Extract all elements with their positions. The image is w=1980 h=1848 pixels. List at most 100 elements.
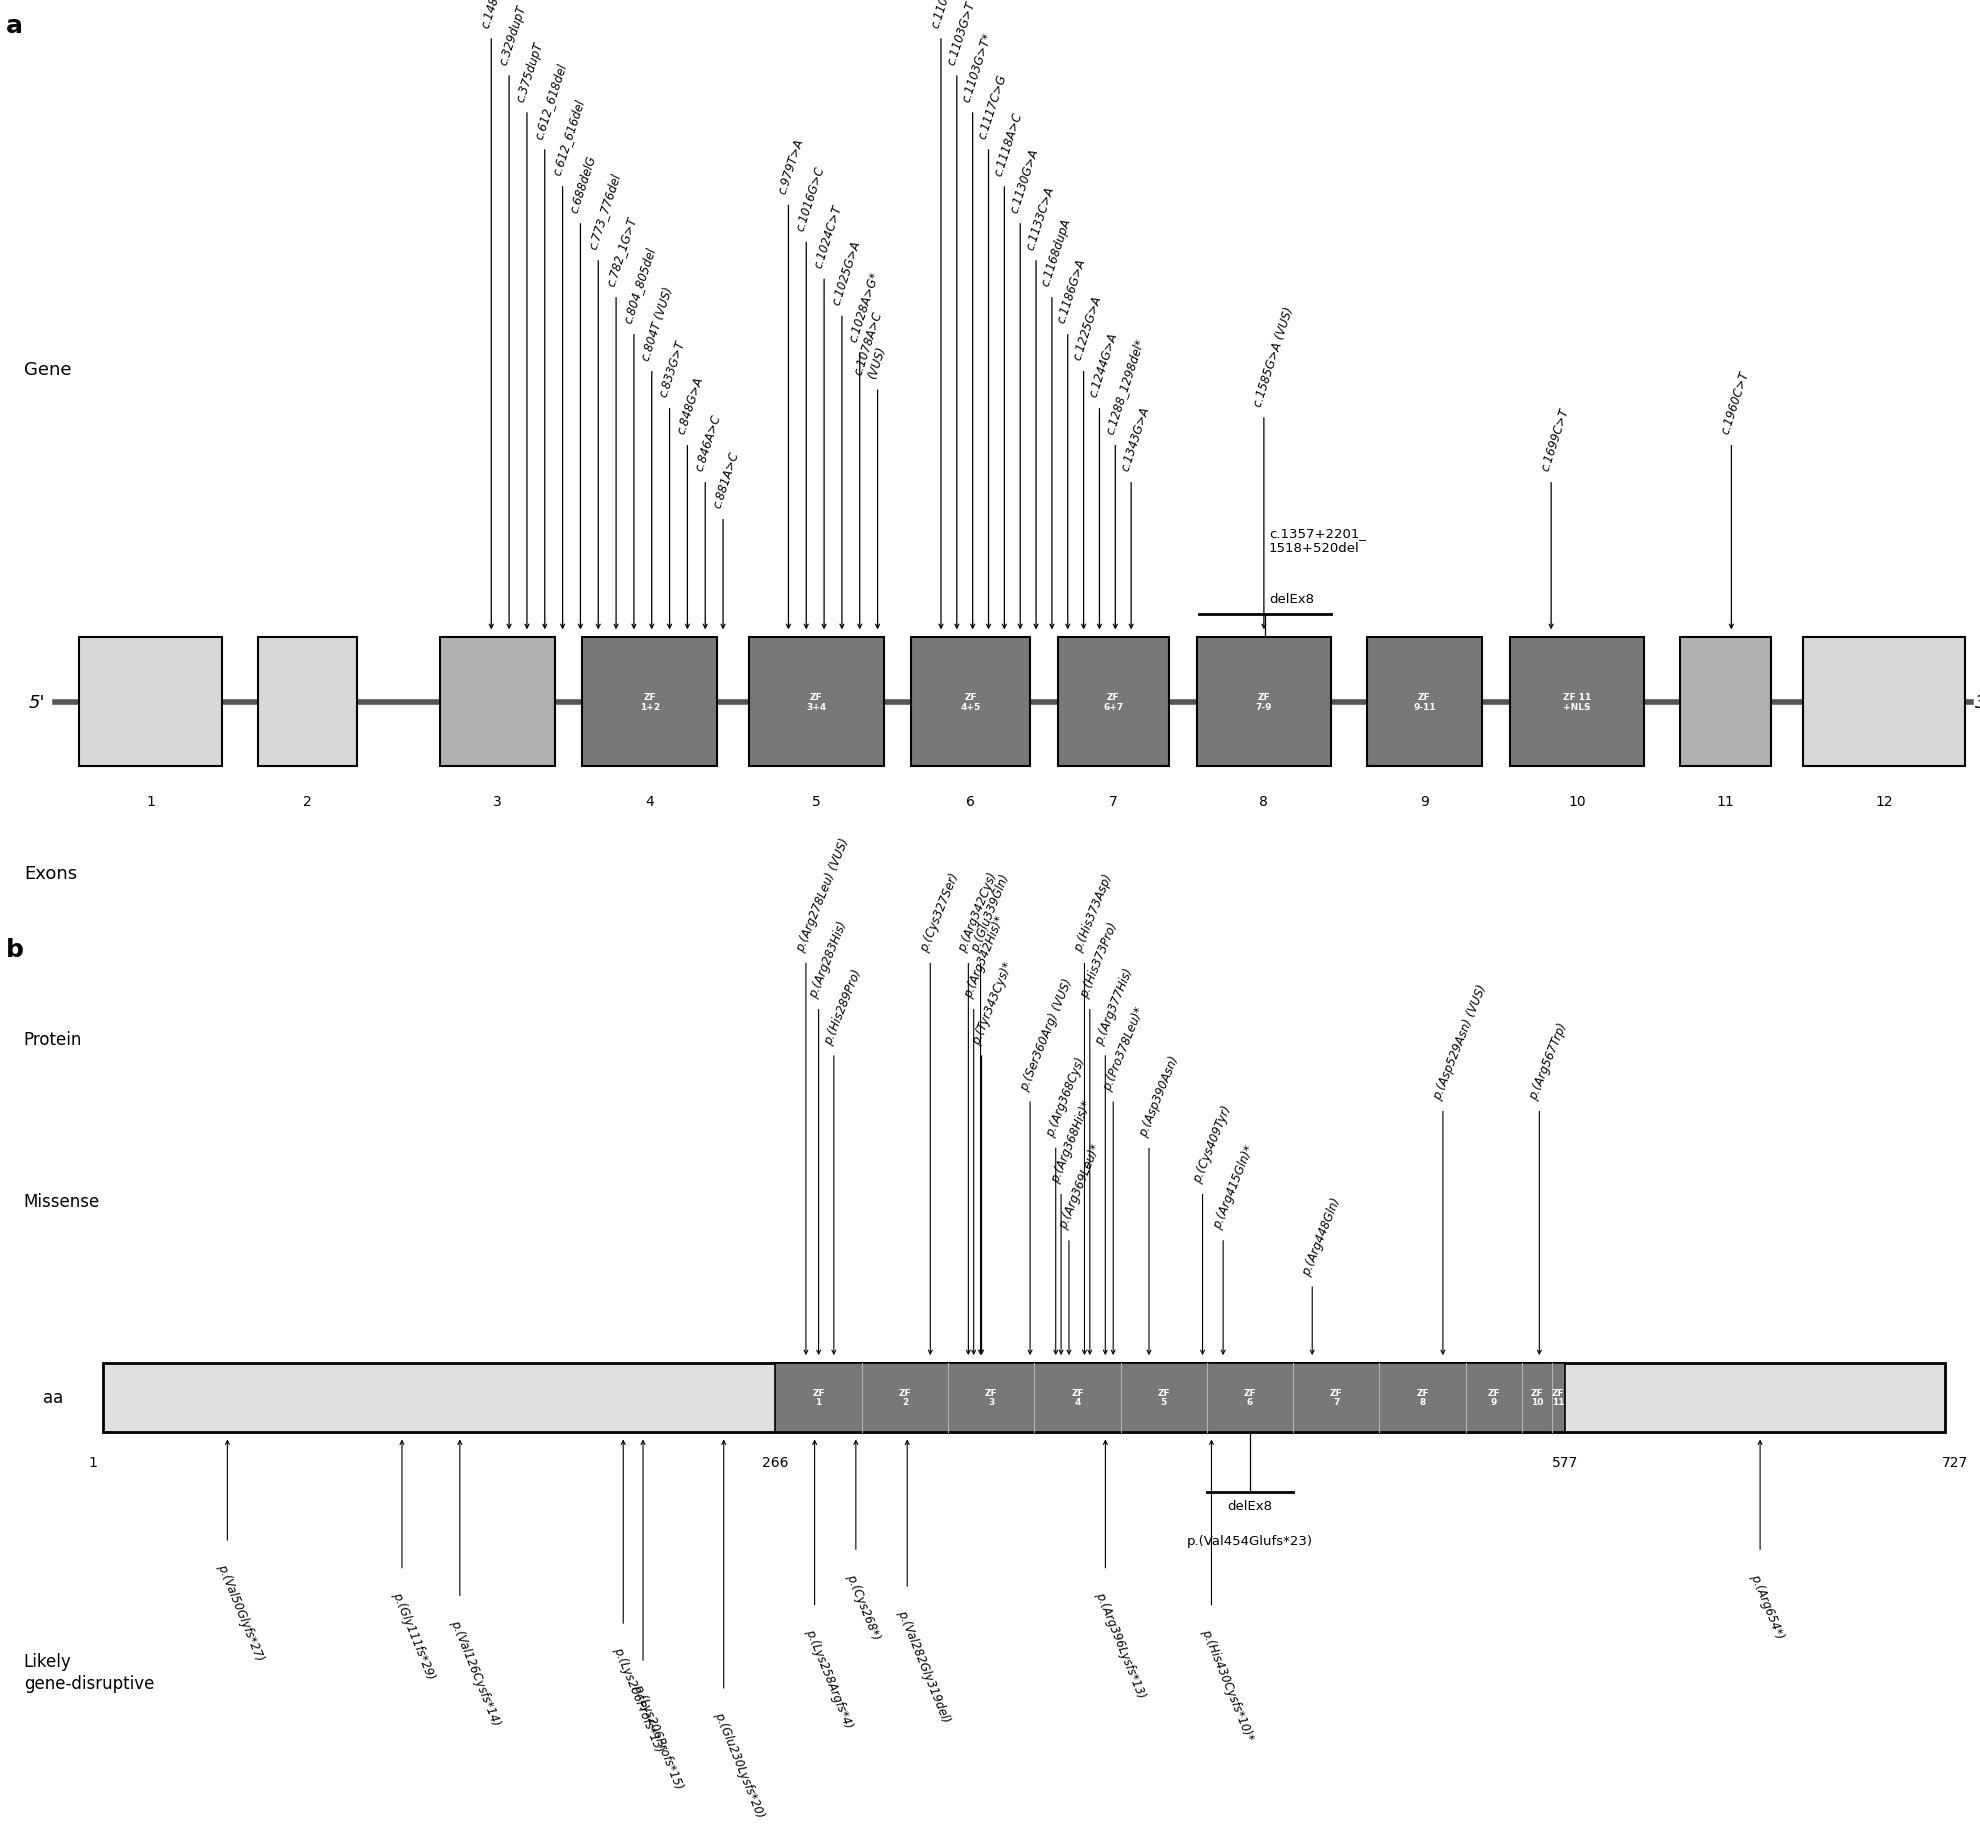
Text: ZF
9: ZF 9 <box>1487 1388 1499 1406</box>
Text: c.1288_1298del*: c.1288_1298del* <box>1103 336 1146 436</box>
Text: c.1244G>A: c.1244G>A <box>1087 331 1119 399</box>
Text: delEx8: delEx8 <box>1228 1501 1271 1514</box>
Text: c.1025G>A: c.1025G>A <box>830 238 861 307</box>
Text: 5: 5 <box>812 795 820 809</box>
Text: ZF
8: ZF 8 <box>1416 1388 1428 1406</box>
Bar <box>103 1364 1944 1432</box>
Text: ZF
1+2: ZF 1+2 <box>640 693 659 711</box>
Text: c.1133C>A: c.1133C>A <box>1024 185 1055 251</box>
Text: c.1102C>T: c.1102C>T <box>929 0 960 30</box>
Text: c.979T>A: c.979T>A <box>776 137 806 196</box>
Text: p.(Ser360Arg) (VUS): p.(Ser360Arg) (VUS) <box>1018 976 1075 1092</box>
Text: c.612_618del: c.612_618del <box>533 61 568 140</box>
Text: ZF
11: ZF 11 <box>1550 1388 1564 1406</box>
Text: 12: 12 <box>1875 795 1891 809</box>
Text: ZF
7: ZF 7 <box>1329 1388 1342 1406</box>
Text: p.(Asp390Asn): p.(Asp390Asn) <box>1137 1053 1180 1138</box>
Text: c.804_805del: c.804_805del <box>622 246 657 325</box>
Text: c.804T (VUS): c.804T (VUS) <box>640 285 675 362</box>
Text: p.(Tyr343Cys)*: p.(Tyr343Cys)* <box>968 959 1014 1046</box>
Text: p.(Arg369Leu)*: p.(Arg369Leu)* <box>1057 1142 1103 1231</box>
Text: p.(His289Pro): p.(His289Pro) <box>822 967 863 1046</box>
Text: p.(Val126Cysfs*14): p.(Val126Cysfs*14) <box>447 1617 503 1726</box>
Text: c.329dupT: c.329dupT <box>497 4 529 67</box>
Text: p.(Glu339Gln): p.(Glu339Gln) <box>968 872 1012 954</box>
Text: p.(Lys206Profs*13): p.(Lys206Profs*13) <box>612 1645 665 1754</box>
Text: p.(Arg368Cys): p.(Arg368Cys) <box>1043 1055 1087 1138</box>
Text: ZF
3+4: ZF 3+4 <box>806 693 826 711</box>
Text: 10: 10 <box>1568 795 1584 809</box>
Text: 1: 1 <box>89 1456 97 1469</box>
Text: p.(Arg415Gln)*: p.(Arg415Gln)* <box>1210 1144 1255 1231</box>
Text: c.1028A>G*: c.1028A>G* <box>847 270 881 344</box>
Text: p.(Pro378Leu)*: p.(Pro378Leu)* <box>1101 1005 1146 1092</box>
Text: p.(His430Cysfs*10)*: p.(His430Cysfs*10)* <box>1198 1626 1255 1743</box>
Bar <box>1679 638 1770 767</box>
Text: 11: 11 <box>1717 795 1732 809</box>
Text: c.1343G>A: c.1343G>A <box>1119 405 1150 473</box>
Text: p.(Asp529Asn) (VUS): p.(Asp529Asn) (VUS) <box>1430 981 1489 1101</box>
Bar <box>911 638 1030 767</box>
Bar <box>1366 638 1481 767</box>
Text: delEx8: delEx8 <box>1269 591 1313 606</box>
Text: aa: aa <box>44 1388 63 1406</box>
Text: 7: 7 <box>1109 795 1117 809</box>
Text: 8: 8 <box>1259 795 1267 809</box>
Bar <box>774 1364 1564 1432</box>
Text: c.1103G>T*: c.1103G>T* <box>960 31 994 103</box>
Bar <box>1057 638 1168 767</box>
Text: 1: 1 <box>147 795 154 809</box>
Text: 2: 2 <box>303 795 311 809</box>
Text: c.1016G>C: c.1016G>C <box>794 164 828 233</box>
Text: c.1357+2201_
1518+520del: c.1357+2201_ 1518+520del <box>1269 527 1364 554</box>
Text: c.1225G>A: c.1225G>A <box>1071 294 1103 362</box>
Text: ZF
6+7: ZF 6+7 <box>1103 693 1123 711</box>
Bar <box>79 638 222 767</box>
Bar <box>1196 638 1331 767</box>
Text: c.1118A>C: c.1118A>C <box>992 111 1024 177</box>
Text: ZF 11
+NLS: ZF 11 +NLS <box>1562 693 1590 711</box>
Text: c.782_1G>T: c.782_1G>T <box>604 216 638 288</box>
Text: 4: 4 <box>645 795 653 809</box>
Text: c.1168dupA: c.1168dupA <box>1040 216 1073 288</box>
Text: c.375dupT: c.375dupT <box>515 41 546 103</box>
Text: a: a <box>6 15 24 37</box>
Text: c.1186G>A: c.1186G>A <box>1055 257 1087 325</box>
Text: c.773_776del: c.773_776del <box>586 172 622 251</box>
Text: ZF
2: ZF 2 <box>899 1388 911 1406</box>
Bar <box>257 638 356 767</box>
Text: p.(Glu230Lysfs*20): p.(Glu230Lysfs*20) <box>711 1709 766 1818</box>
Text: ZF
9-11: ZF 9-11 <box>1412 693 1436 711</box>
Text: c.148dupG: c.148dupG <box>479 0 511 30</box>
Text: p.(Cys409Tyr): p.(Cys409Tyr) <box>1190 1103 1234 1185</box>
Text: p.(His373Pro): p.(His373Pro) <box>1077 920 1119 1000</box>
Text: c.848G>A: c.848G>A <box>675 375 705 436</box>
Text: c.1960C>T: c.1960C>T <box>1719 370 1750 436</box>
Text: 6: 6 <box>966 795 974 809</box>
Text: 5': 5' <box>30 693 46 711</box>
Text: p.(Arg567Trp): p.(Arg567Trp) <box>1527 1020 1570 1101</box>
Text: ZF
4: ZF 4 <box>1071 1388 1083 1406</box>
Text: p.(Lys206Profs*15): p.(Lys206Profs*15) <box>632 1682 685 1791</box>
Text: p.(Arg368His)*: p.(Arg368His)* <box>1049 1098 1093 1185</box>
Text: ZF
10: ZF 10 <box>1531 1388 1542 1406</box>
Text: 9: 9 <box>1420 795 1428 809</box>
Text: ZF
6: ZF 6 <box>1243 1388 1255 1406</box>
Text: c.1699C>T: c.1699C>T <box>1538 407 1570 473</box>
Text: 266: 266 <box>762 1456 788 1469</box>
Text: p.(Cys268*): p.(Cys268*) <box>843 1571 881 1641</box>
Text: p.(Lys258Argfs*4): p.(Lys258Argfs*4) <box>802 1626 853 1730</box>
Text: b: b <box>6 939 24 961</box>
Text: 3': 3' <box>1974 693 1980 711</box>
Text: p.(Val50Glyfs*27): p.(Val50Glyfs*27) <box>216 1562 265 1663</box>
Text: ZF
3: ZF 3 <box>984 1388 998 1406</box>
Text: c.833G>T: c.833G>T <box>657 340 687 399</box>
Text: p.(Val454Glufs*23): p.(Val454Glufs*23) <box>1186 1534 1313 1547</box>
Bar <box>1509 638 1643 767</box>
Text: Likely
gene-disruptive: Likely gene-disruptive <box>24 1652 154 1693</box>
Text: c.846A>C: c.846A>C <box>693 414 723 473</box>
Text: c.1130G>A: c.1130G>A <box>1008 146 1040 214</box>
Text: p.(Gly111fs*29): p.(Gly111fs*29) <box>390 1589 438 1682</box>
Text: p.(His373Asp): p.(His373Asp) <box>1071 872 1115 954</box>
Text: c.1585G>A (VUS): c.1585G>A (VUS) <box>1251 305 1295 408</box>
